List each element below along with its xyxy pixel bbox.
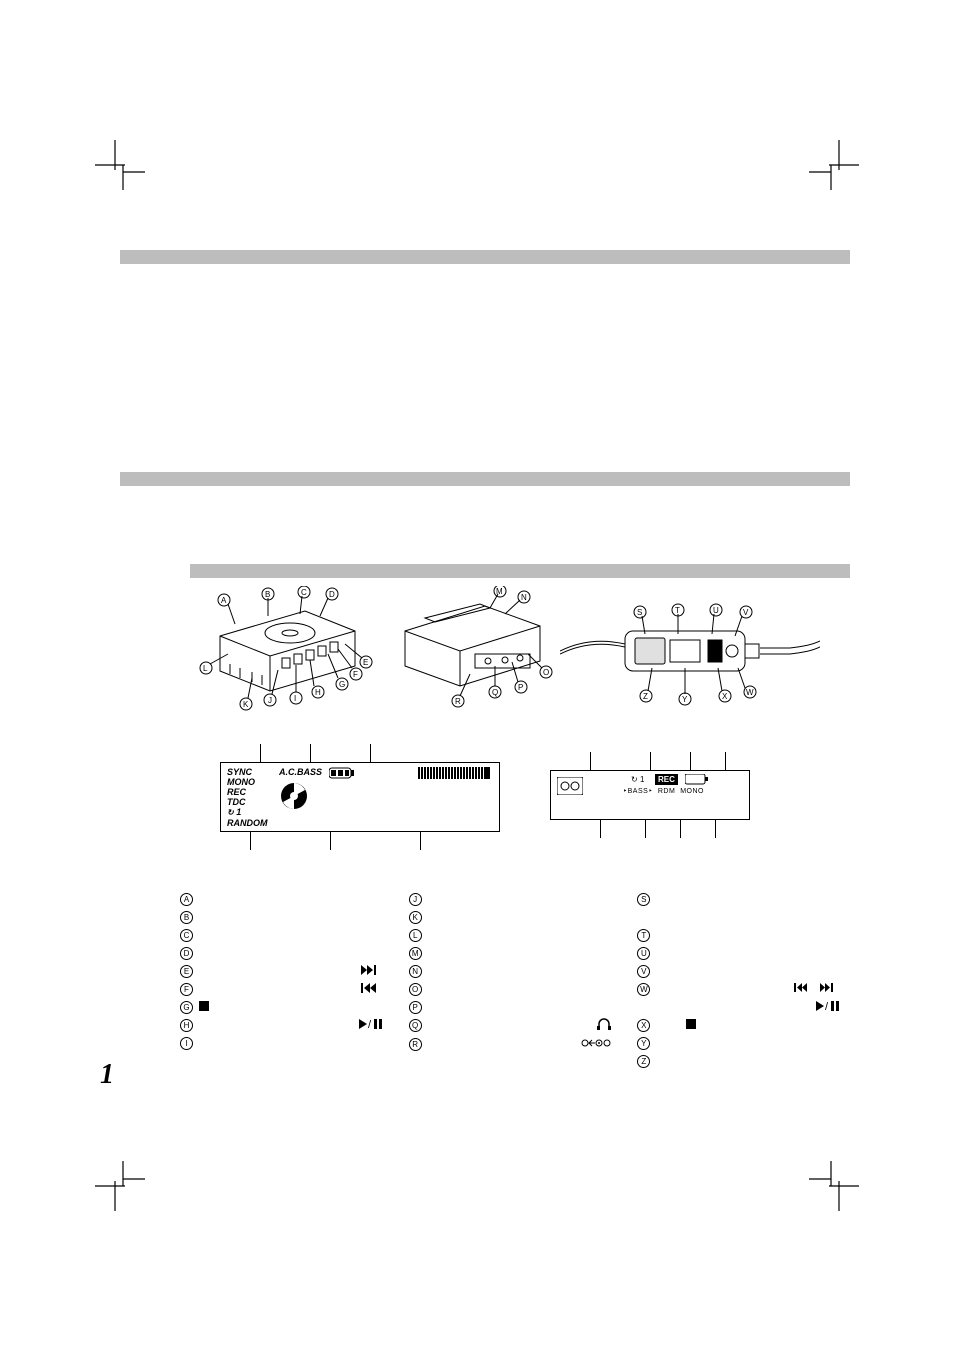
svg-text:V: V (743, 608, 749, 617)
callout-letter: J (409, 893, 422, 906)
stop-icon (686, 1019, 696, 1032)
lcd-label: MONO (227, 777, 268, 787)
crop-mark-icon (809, 1161, 859, 1211)
callout-letter: L (409, 929, 422, 942)
callout-letter: A (180, 893, 193, 906)
callout-letter: F (180, 983, 193, 996)
callout-letter: I (180, 1037, 193, 1050)
svg-text:A: A (221, 596, 227, 605)
svg-text:L: L (203, 664, 208, 673)
rewind-icon (361, 983, 383, 996)
svg-text:G: G (339, 680, 345, 689)
callout-letter: E (180, 965, 193, 978)
callout-letter: T (637, 929, 650, 942)
play-pause-icon: / (359, 1019, 383, 1032)
svg-text:H: H (315, 688, 321, 697)
callout-letter: K (409, 911, 422, 924)
fast-forward-icon (820, 983, 840, 995)
callout-letter: G (180, 1001, 193, 1014)
lcd-label: ‣BASS‣ RDM MONO (623, 787, 704, 795)
callout-letter: Y (637, 1037, 650, 1050)
svg-text:N: N (521, 593, 527, 602)
remote-lcd-diagram: ↻ 1 REC ‣BASS‣ RDM MONO (550, 770, 750, 820)
svg-text:O: O (543, 668, 549, 677)
svg-text:T: T (675, 606, 680, 615)
main-lcd-diagram: SYNC MONO REC TDC ↻ 1 RANDOM A.C.BASS (220, 762, 500, 832)
dc-in-icon (581, 1038, 611, 1051)
svg-text:F: F (353, 670, 358, 679)
callout-letter: D (180, 947, 193, 960)
callout-letter: N (409, 965, 422, 978)
svg-text:E: E (363, 658, 368, 667)
rewind-icon (794, 983, 814, 995)
fast-forward-icon (361, 965, 383, 978)
svg-text:C: C (301, 588, 307, 597)
level-meter-icon (418, 767, 491, 782)
svg-text:P: P (518, 683, 523, 692)
device-front-illustration: A B C D E F G H I J K L (190, 586, 380, 716)
crop-mark-icon (95, 1161, 145, 1211)
svg-text:R: R (455, 697, 461, 706)
disc-icon (279, 781, 309, 811)
lcd-label: ↻ 1 (631, 775, 644, 784)
battery-icon (329, 767, 355, 779)
svg-text:Z: Z (643, 692, 648, 701)
lcd-label: A.C.BASS (279, 767, 322, 777)
callout-letter: C (180, 929, 193, 942)
lcd-label: TDC (227, 797, 268, 807)
callout-letter: V (637, 965, 650, 978)
lcd-label: ↻ 1 (227, 807, 268, 818)
legend-column-3: S T U V W / X Y Z (637, 892, 840, 1068)
stop-icon (199, 1001, 209, 1014)
headphone-icon (597, 1018, 611, 1033)
svg-text:W: W (746, 688, 754, 697)
legend-column-1: A B C D E F G H / I (180, 892, 383, 1068)
callout-letter: B (180, 911, 193, 924)
svg-text:Q: Q (492, 688, 498, 697)
svg-text:B: B (265, 590, 270, 599)
disc-icon (557, 777, 583, 795)
svg-text:M: M (496, 587, 503, 596)
callout-letter: O (409, 983, 422, 996)
svg-text:J: J (268, 696, 272, 705)
page-number: 1 (100, 1059, 114, 1091)
callout-letter: S (637, 893, 650, 906)
section-bar (190, 564, 850, 578)
lcd-label: RANDOM (227, 818, 268, 828)
callout-letter: W (637, 983, 650, 996)
callout-letter: Z (637, 1055, 650, 1068)
svg-text:D: D (329, 590, 335, 599)
battery-icon (685, 774, 709, 785)
callout-letter: M (409, 947, 422, 960)
svg-text:S: S (637, 608, 642, 617)
svg-text:/: / (825, 1001, 829, 1011)
callout-letter: P (409, 1001, 422, 1014)
crop-mark-icon (809, 140, 859, 190)
legend-column-2: J K L M N O P Q R (409, 892, 612, 1068)
lcd-label: REC (227, 787, 268, 797)
svg-text:K: K (243, 700, 249, 709)
rec-badge: REC (655, 774, 678, 785)
svg-text:/: / (368, 1019, 372, 1029)
callout-letter: R (409, 1038, 422, 1051)
callout-letter: Q (409, 1019, 422, 1032)
svg-text:I: I (294, 694, 296, 703)
section-bar (120, 472, 850, 486)
play-pause-icon: / (816, 1001, 840, 1014)
svg-text:X: X (722, 692, 728, 701)
remote-illustration: S T U V W X Y Z (560, 596, 820, 716)
svg-text:U: U (713, 606, 719, 615)
svg-text:Y: Y (682, 695, 688, 704)
callout-letter: U (637, 947, 650, 960)
device-diagrams: A B C D E F G H I J K L (120, 586, 850, 726)
device-rear-illustration: M N O P Q R (390, 586, 560, 716)
callout-letter: H (180, 1019, 193, 1032)
lcd-label: SYNC (227, 767, 268, 777)
crop-mark-icon (95, 140, 145, 190)
callout-letter: X (637, 1019, 650, 1032)
section-bar (120, 250, 850, 264)
